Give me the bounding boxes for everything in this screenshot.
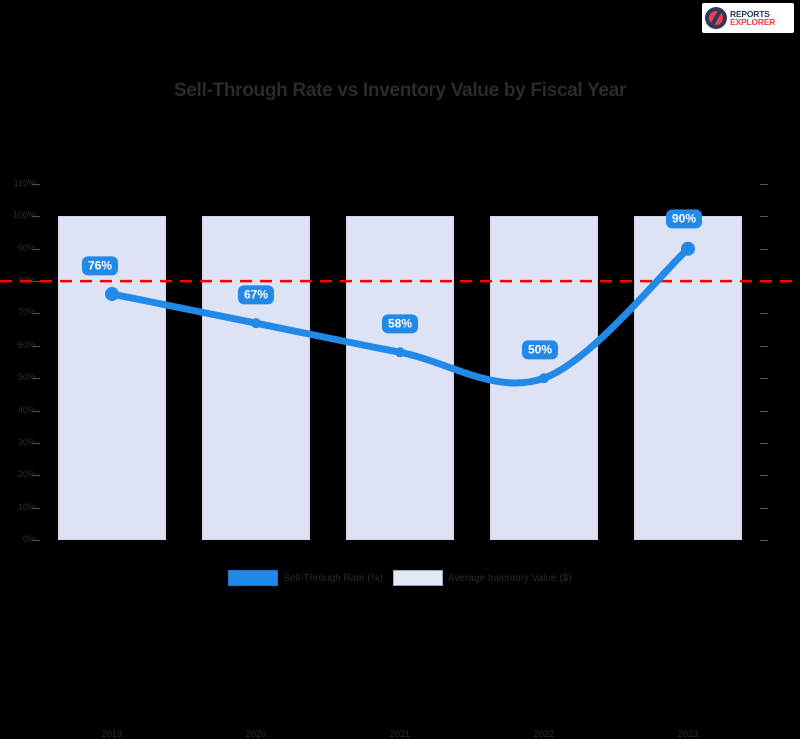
data-label-2022: 50% (521, 340, 559, 360)
y-tick-left (32, 540, 40, 541)
line-marker-2021[interactable] (395, 347, 405, 358)
y-tick-right (760, 248, 768, 250)
data-label-2023: 90% (665, 209, 703, 229)
logo-mark-icon (705, 7, 727, 29)
legend-label-bar: Average Inventory Value ($) (447, 572, 572, 584)
legend-label-line: Sell-Through Rate (%) (283, 572, 383, 584)
x-label-2021: 2021 (389, 729, 411, 739)
y-label-left: 110% (13, 178, 36, 188)
y-tick-left (32, 216, 40, 218)
y-tick-left (32, 345, 40, 347)
y-tick-right (760, 345, 768, 347)
y-tick-right (760, 216, 768, 218)
data-label-2019: 76% (81, 256, 119, 276)
legend-swatch-line (228, 570, 279, 586)
y-label-left: 20% (17, 469, 36, 480)
y-label-left: 10% (17, 501, 36, 512)
x-label-2020: 2020 (245, 729, 267, 739)
line-series-svg (0, 241, 800, 387)
y-tick-left (32, 475, 40, 477)
bar-2021[interactable] (346, 216, 454, 540)
y-tick-right (760, 442, 768, 444)
y-tick-right (760, 475, 768, 477)
y-label-left: 30% (17, 436, 36, 447)
y-tick-left (32, 507, 40, 509)
y-label-left: 70% (17, 307, 36, 318)
y-tick-right (760, 540, 768, 541)
y-tick-left (32, 378, 40, 380)
plot-area: 110%100%90%80%70%60%50%40%30%20%10%0% 13… (0, 178, 800, 739)
y-tick-right (760, 184, 768, 185)
y-label-left: 100% (12, 210, 36, 221)
y-tick-right (760, 378, 768, 380)
bar-2020[interactable] (202, 216, 310, 540)
y-tick-left (32, 442, 40, 444)
y-tick-left (32, 281, 40, 283)
chart-canvas: REPORTS EXPLORER Sell-Through Rate vs In… (0, 0, 800, 600)
data-label-2021: 58% (381, 314, 419, 334)
legend-item-bar[interactable]: Average Inventory Value ($) (392, 570, 572, 586)
logo-line-1: REPORTS (730, 8, 770, 19)
y-tick-left (32, 410, 40, 412)
y-label-left: 60% (17, 339, 36, 350)
x-label-2023: 2023 (677, 729, 699, 739)
data-label-2020: 67% (237, 285, 275, 305)
x-label-2022: 2022 (533, 729, 555, 739)
legend-swatch-bar (392, 570, 443, 586)
y-tick-left (32, 248, 40, 250)
y-label-left: 40% (17, 404, 36, 415)
legend-item-line[interactable]: Sell-Through Rate (%) (228, 570, 383, 586)
line-marker-2023[interactable] (681, 241, 695, 256)
y-label-left: 50% (17, 372, 36, 383)
line-marker-2020[interactable] (251, 318, 261, 329)
y-tick-right (760, 410, 768, 412)
y-tick-left (32, 184, 40, 185)
x-label-2019: 2019 (101, 729, 123, 739)
report-explorer-logo: REPORTS EXPLORER (702, 3, 794, 33)
line-marker-2019[interactable] (105, 287, 119, 302)
chart-title: Sell-Through Rate vs Inventory Value by … (173, 80, 627, 101)
y-label-left: 90% (17, 242, 36, 253)
bar-2023[interactable] (634, 216, 742, 540)
y-label-left: 0% (22, 534, 36, 544)
chart-legend: Sell-Through Rate (%) Average Inventory … (0, 570, 800, 586)
y-tick-left (32, 313, 40, 315)
y-tick-right (760, 507, 768, 509)
line-marker-2022[interactable] (539, 373, 549, 384)
logo-line-2: EXPLORER (730, 17, 776, 27)
logo-text: REPORTS EXPLORER (730, 8, 776, 27)
y-tick-right (760, 313, 768, 315)
